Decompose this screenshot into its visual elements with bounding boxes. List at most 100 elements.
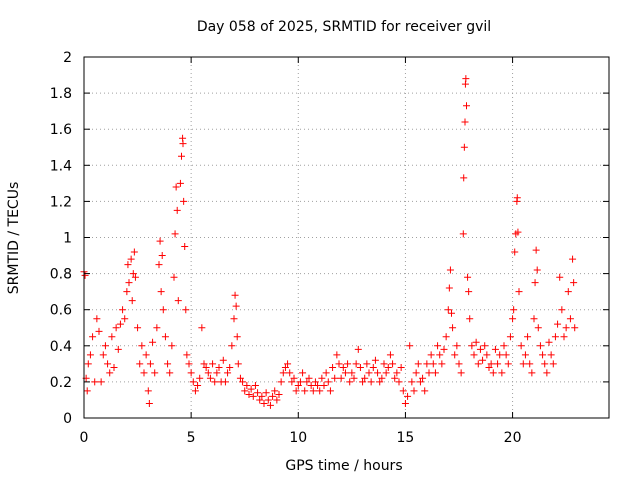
data-point	[166, 369, 174, 377]
data-point	[386, 351, 394, 359]
data-point	[455, 360, 463, 368]
data-point	[562, 324, 570, 332]
data-point	[178, 152, 185, 160]
y-tick-label: 2	[63, 50, 72, 66]
data-point	[299, 369, 307, 377]
data-point	[233, 333, 241, 341]
data-point	[211, 378, 219, 386]
data-point	[431, 369, 439, 377]
data-point	[369, 363, 377, 371]
data-point	[453, 342, 461, 350]
data-point	[142, 351, 150, 359]
data-point	[239, 378, 247, 386]
data-point	[271, 387, 279, 395]
data-point	[534, 324, 542, 332]
data-point	[256, 396, 264, 404]
data-point	[556, 273, 564, 281]
data-point	[182, 306, 190, 314]
data-point	[146, 360, 154, 368]
data-point	[277, 378, 285, 386]
data-point	[83, 387, 91, 395]
y-axis-label: SRMTID / TECUs	[6, 182, 22, 295]
data-point	[406, 342, 414, 350]
data-point	[361, 374, 369, 382]
data-point	[436, 351, 444, 359]
data-point	[460, 143, 468, 151]
data-point	[320, 382, 328, 390]
data-point	[125, 279, 133, 287]
data-point	[513, 194, 521, 202]
data-point	[514, 228, 522, 236]
data-point	[200, 360, 208, 368]
data-point	[206, 374, 214, 382]
data-point	[243, 382, 251, 390]
data-point	[93, 315, 101, 323]
data-point	[440, 345, 448, 353]
data-point	[446, 266, 454, 274]
data-point	[500, 342, 508, 350]
data-point	[228, 342, 236, 350]
data-point	[541, 360, 549, 368]
data-point	[515, 288, 523, 296]
data-point	[462, 75, 470, 83]
data-point	[536, 342, 544, 350]
data-point	[363, 360, 371, 368]
data-point	[393, 369, 401, 377]
data-point	[157, 288, 165, 296]
data-point	[416, 378, 424, 386]
data-point	[230, 315, 238, 323]
data-point	[367, 378, 375, 386]
data-point	[412, 369, 420, 377]
data-point	[344, 360, 352, 368]
data-point	[399, 387, 407, 395]
data-point	[374, 369, 382, 377]
data-point	[215, 363, 223, 371]
data-point	[314, 382, 322, 390]
data-point	[127, 255, 135, 263]
data-point	[101, 342, 109, 350]
data-point	[158, 252, 166, 260]
data-point	[498, 369, 506, 377]
data-point	[322, 369, 330, 377]
data-point	[472, 338, 480, 346]
data-point	[275, 391, 283, 399]
data-point	[258, 392, 266, 400]
data-point	[89, 333, 97, 341]
data-point	[341, 369, 349, 377]
data-point	[226, 363, 234, 371]
data-point	[389, 360, 397, 368]
data-point	[110, 363, 118, 371]
data-point	[176, 179, 184, 187]
chart-title: Day 058 of 2025, SRMTID for receiver gvi…	[197, 19, 491, 35]
data-point	[131, 273, 139, 281]
data-point	[185, 360, 193, 368]
data-point	[335, 360, 343, 368]
data-point	[104, 360, 112, 368]
data-point	[311, 378, 319, 386]
x-tick-label: 15	[397, 430, 415, 446]
data-point	[346, 378, 354, 386]
data-point	[194, 382, 202, 390]
data-point	[86, 351, 94, 359]
data-point	[448, 309, 455, 317]
data-point	[173, 206, 181, 214]
data-point	[494, 360, 502, 368]
data-point	[303, 378, 311, 386]
data-point	[264, 396, 272, 404]
y-tick-label: 1.8	[50, 86, 72, 102]
data-point	[496, 351, 504, 359]
data-point	[570, 279, 578, 287]
data-point	[260, 400, 268, 408]
data-point	[116, 320, 124, 328]
data-point	[465, 288, 473, 296]
data-point	[128, 297, 136, 305]
data-point	[198, 324, 206, 332]
data-point	[521, 351, 529, 359]
data-point	[124, 261, 132, 269]
data-point	[149, 338, 157, 346]
data-point	[459, 230, 467, 238]
data-point	[554, 320, 562, 328]
data-point	[219, 356, 227, 364]
data-point	[241, 387, 249, 395]
data-point	[144, 387, 152, 395]
